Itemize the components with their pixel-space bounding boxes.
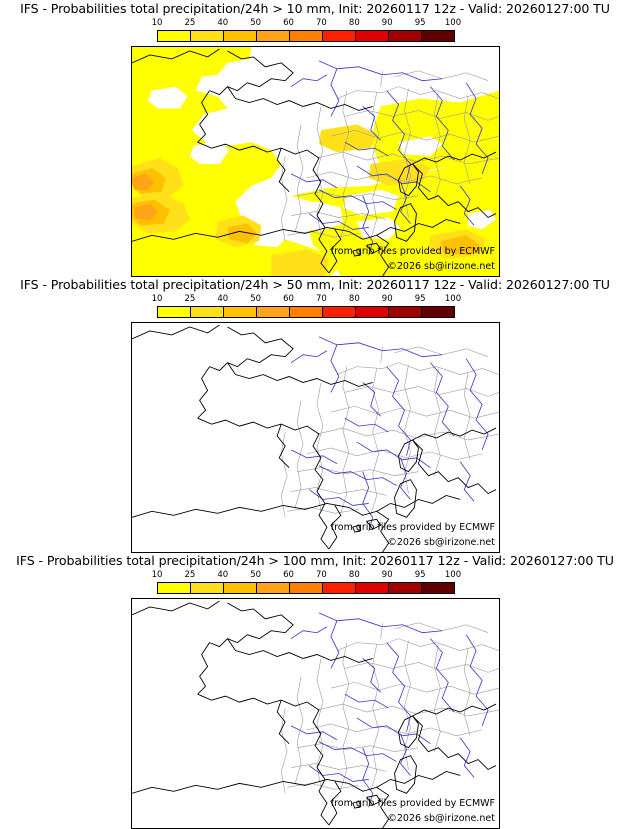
forecast-panel-100mm: IFS - Probabilities total precipitation/… (0, 552, 630, 829)
colorbar-segment-95-100 (422, 31, 454, 41)
colorbar-tick-50: 50 (250, 18, 262, 28)
colorbar-segment-50-60 (257, 31, 290, 41)
colorbar-segment-25-40 (191, 307, 224, 317)
colorbar-tick-25: 25 (184, 294, 196, 304)
colorbar-tick-100: 100 (444, 18, 462, 28)
colorbar-segment-10-25 (158, 31, 191, 41)
forecast-panel-50mm: IFS - Probabilities total precipitation/… (0, 276, 630, 553)
colorbar-segment-40-50 (224, 307, 257, 317)
colorbar-swatches (157, 582, 455, 594)
colorbar-tick-25: 25 (184, 570, 196, 580)
copyright-credit: ©2026 sb@irizone.net (387, 813, 495, 824)
data-source-credit: from grib files provided by ECMWF (330, 246, 495, 257)
colorbar-tick-10: 10 (151, 570, 163, 580)
colorbar-tick-40: 40 (217, 294, 229, 304)
colorbar-tick-40: 40 (217, 570, 229, 580)
map-canvas (132, 600, 499, 828)
colorbar-segment-95-100 (422, 307, 454, 317)
forecast-panel-10mm: IFS - Probabilities total precipitation/… (0, 0, 630, 277)
colorbar-segment-50-60 (257, 307, 290, 317)
colorbar-segment-10-25 (158, 307, 191, 317)
probability-map-50mm[interactable]: from grib files provided by ECMWF ©2026 … (131, 322, 500, 553)
colorbar-tick-80: 80 (348, 570, 360, 580)
probability-map-100mm[interactable]: from grib files provided by ECMWF ©2026 … (131, 598, 500, 829)
colorbar-ticks: 10 25 40 50 60 70 80 90 95 100 (131, 294, 471, 305)
colorbar-legend: 10 25 40 50 60 70 80 90 95 100 (131, 18, 471, 42)
colorbar-tick-60: 60 (283, 18, 294, 28)
colorbar-swatches (157, 306, 455, 318)
colorbar-tick-10: 10 (151, 18, 163, 28)
colorbar-tick-50: 50 (250, 570, 262, 580)
colorbar-segment-25-40 (191, 31, 224, 41)
colorbar-segment-60-70 (290, 307, 323, 317)
probability-map-10mm[interactable]: from grib files provided by ECMWF ©2026 … (131, 46, 500, 277)
map-canvas (132, 47, 499, 276)
colorbar-tick-100: 100 (444, 294, 462, 304)
colorbar-segment-60-70 (290, 31, 323, 41)
copyright-credit: ©2026 sb@irizone.net (387, 537, 495, 548)
colorbar-tick-60: 60 (283, 294, 294, 304)
colorbar-tick-90: 90 (381, 18, 393, 28)
colorbar-segment-90-95 (389, 583, 422, 593)
colorbar-segment-80-90 (356, 583, 389, 593)
colorbar-swatches (157, 30, 455, 42)
colorbar-legend: 10 25 40 50 60 70 80 90 95 100 (131, 294, 471, 318)
page-title: IFS - Probabilities total precipitation/… (20, 1, 610, 16)
colorbar-segment-10-25 (158, 583, 191, 593)
colorbar-tick-95: 95 (414, 294, 426, 304)
colorbar-tick-50: 50 (250, 294, 262, 304)
page-title: IFS - Probabilities total precipitation/… (20, 277, 610, 292)
map-borders-layer (132, 324, 499, 552)
colorbar-tick-70: 70 (316, 294, 327, 304)
colorbar-segment-50-60 (257, 583, 290, 593)
colorbar-tick-100: 100 (444, 570, 462, 580)
colorbar-segment-80-90 (356, 307, 389, 317)
colorbar-segment-95-100 (422, 583, 454, 593)
map-borders-layer (132, 600, 499, 828)
probability-shading-layer (132, 47, 499, 276)
colorbar-tick-70: 70 (316, 570, 327, 580)
colorbar-segment-40-50 (224, 583, 257, 593)
map-borders-layer (132, 48, 499, 276)
colorbar-tick-60: 60 (283, 570, 294, 580)
page-title: IFS - Probabilities total precipitation/… (16, 553, 614, 568)
colorbar-legend: 10 25 40 50 60 70 80 90 95 100 (131, 570, 471, 594)
colorbar-segment-80-90 (356, 31, 389, 41)
map-canvas (132, 324, 499, 552)
colorbar-ticks: 10 25 40 50 60 70 80 90 95 100 (131, 18, 471, 29)
colorbar-tick-95: 95 (414, 570, 426, 580)
colorbar-tick-90: 90 (381, 570, 393, 580)
colorbar-segment-25-40 (191, 583, 224, 593)
colorbar-ticks: 10 25 40 50 60 70 80 90 95 100 (131, 570, 471, 581)
data-source-credit: from grib files provided by ECMWF (330, 522, 495, 533)
colorbar-tick-10: 10 (151, 294, 163, 304)
colorbar-segment-90-95 (389, 307, 422, 317)
colorbar-tick-95: 95 (414, 18, 426, 28)
colorbar-tick-40: 40 (217, 18, 229, 28)
colorbar-segment-90-95 (389, 31, 422, 41)
copyright-credit: ©2026 sb@irizone.net (387, 261, 495, 272)
colorbar-tick-70: 70 (316, 18, 327, 28)
colorbar-segment-70-80 (323, 307, 356, 317)
colorbar-tick-80: 80 (348, 294, 360, 304)
colorbar-tick-25: 25 (184, 18, 196, 28)
colorbar-segment-60-70 (290, 583, 323, 593)
colorbar-tick-90: 90 (381, 294, 393, 304)
data-source-credit: from grib files provided by ECMWF (330, 798, 495, 809)
colorbar-tick-80: 80 (348, 18, 360, 28)
colorbar-segment-40-50 (224, 31, 257, 41)
colorbar-segment-70-80 (323, 31, 356, 41)
colorbar-segment-70-80 (323, 583, 356, 593)
